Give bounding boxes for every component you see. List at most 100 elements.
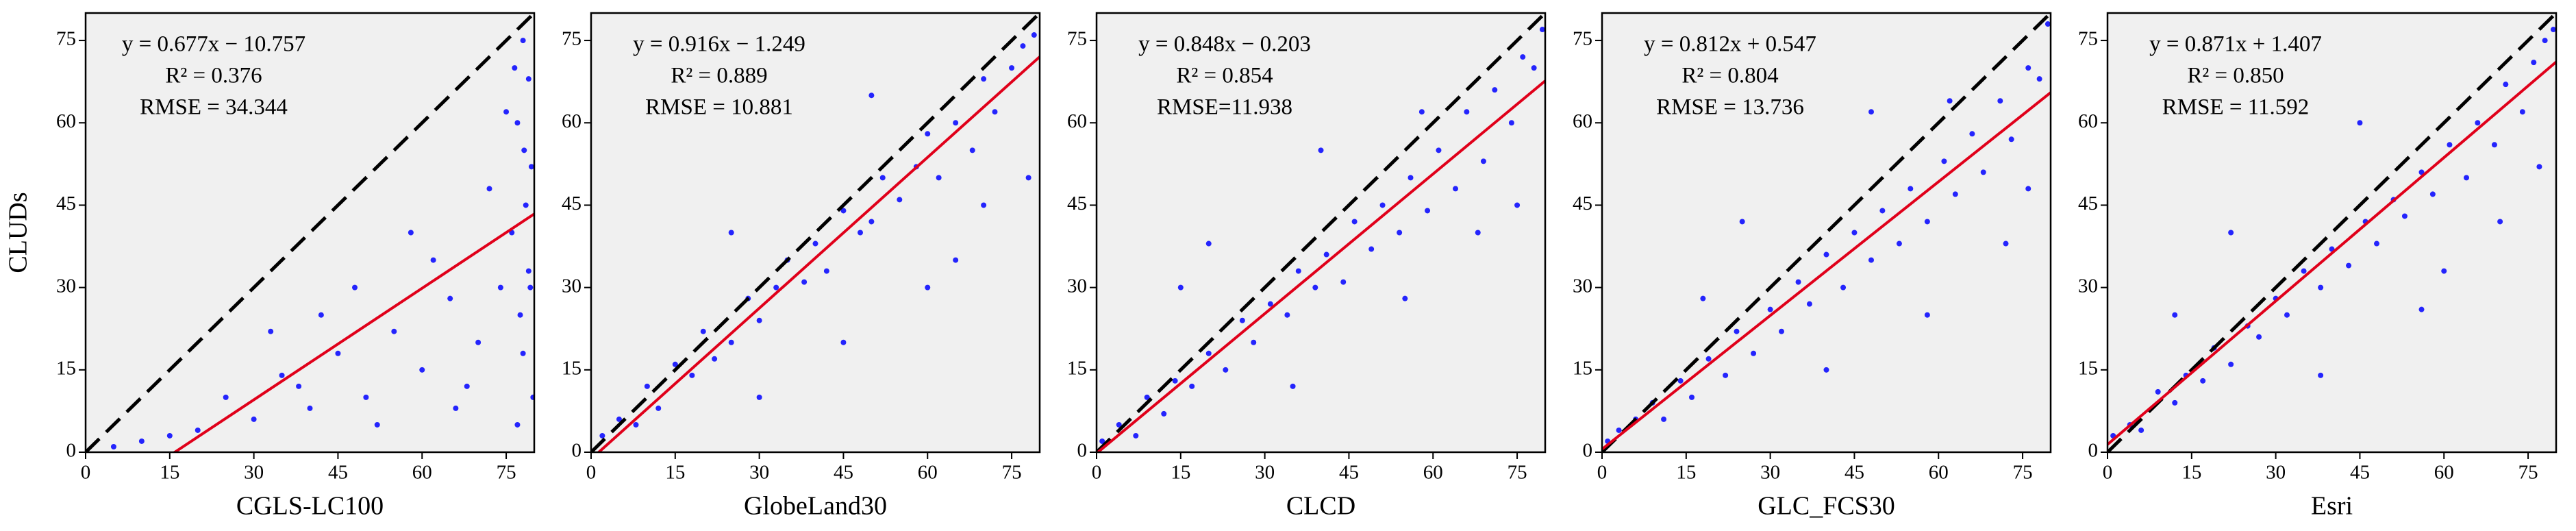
y-tick-label: 30 [2078, 275, 2098, 297]
point [1239, 317, 1245, 323]
annotation: RMSE=11.938 [1157, 95, 1292, 120]
point [1661, 416, 1667, 422]
point [430, 257, 436, 263]
plot-frame [2106, 12, 2558, 454]
point [1823, 251, 1829, 258]
x-tick-label: 0 [1597, 462, 1608, 484]
x-axis-label: GlobeLand30 [744, 492, 887, 521]
x-tick-label: 30 [244, 462, 264, 484]
point [1161, 410, 1167, 417]
point [1868, 257, 1874, 263]
point [2172, 312, 2178, 318]
point [981, 76, 987, 82]
point [138, 438, 145, 444]
x-tick-label: 75 [1508, 462, 1527, 484]
x-tick-label: 15 [2181, 462, 2201, 484]
fit-line [1097, 79, 1545, 452]
point [644, 383, 650, 389]
point [1116, 421, 1122, 428]
x-tick-label: 75 [497, 462, 516, 484]
y-tick-label: 0 [1077, 440, 1088, 462]
point [514, 120, 521, 126]
x-tick-label: 0 [586, 462, 597, 484]
x-tick-label: 15 [1676, 462, 1696, 484]
x-tick-label: 30 [1255, 462, 1275, 484]
point [1677, 378, 1684, 384]
point [374, 421, 380, 428]
identity-line [86, 13, 534, 452]
y-tick-label: 45 [1573, 193, 1592, 214]
point [2008, 136, 2014, 143]
point [981, 202, 987, 208]
annotation: RMSE = 11.592 [2162, 95, 2310, 120]
point [527, 284, 534, 291]
point [1868, 109, 1874, 115]
point [1475, 230, 1481, 236]
point [2418, 169, 2425, 175]
point [514, 421, 521, 428]
point [689, 372, 695, 378]
point [166, 432, 173, 439]
point [1806, 301, 1812, 307]
point [1767, 306, 1773, 312]
point [2464, 175, 2469, 181]
y-tick-label: 45 [2078, 193, 2098, 214]
point [925, 131, 931, 137]
point [953, 257, 959, 263]
point [1408, 175, 1414, 181]
point [453, 405, 459, 411]
y-tick-label: 60 [56, 110, 76, 132]
point [868, 92, 875, 99]
y-tick-label: 0 [66, 440, 77, 462]
x-tick-label: 15 [1171, 462, 1190, 484]
point [879, 175, 886, 181]
point [616, 416, 622, 422]
point [712, 356, 718, 362]
panel: 0 15 30 45 60 75 0 15 30 45 60 75 y = 0.871x + 1.407… [2078, 12, 2558, 521]
point [2542, 38, 2548, 44]
point [335, 350, 341, 356]
point [2318, 284, 2324, 291]
y-axis-label: CLUDs [4, 192, 33, 273]
point [2429, 191, 2436, 197]
point [318, 312, 324, 318]
point [497, 284, 503, 291]
point [1739, 219, 1745, 225]
x-tick-label: 0 [2103, 462, 2113, 484]
annotation: y = 0.848x − 0.203 [1138, 32, 1311, 57]
identity-line [1602, 13, 2051, 452]
panel: 0 15 30 45 60 75 0 15 30 45 60 75 y = 0.848x − 0.203… [1067, 12, 1547, 521]
point [655, 405, 662, 411]
x-tick-label: 75 [2013, 462, 2033, 484]
y-tick-label: 45 [562, 193, 582, 214]
point [1924, 312, 1930, 318]
point [2284, 312, 2290, 318]
point [530, 394, 534, 400]
point [2497, 219, 2503, 225]
point [1397, 230, 1403, 236]
point [2447, 142, 2453, 148]
point [1284, 312, 1290, 318]
point [1723, 372, 1729, 378]
point [2228, 230, 2234, 236]
point [1351, 219, 1358, 225]
point [2519, 109, 2525, 115]
point [700, 328, 706, 334]
point [419, 367, 425, 373]
point [2138, 427, 2144, 433]
point [773, 284, 779, 291]
plot-content [1097, 13, 1545, 452]
point [1751, 350, 1757, 356]
point [1851, 230, 1858, 236]
x-tick-label: 60 [2434, 462, 2454, 484]
x-tick-label: 75 [2518, 462, 2538, 484]
plot-frame [590, 12, 1041, 454]
point [2318, 372, 2324, 378]
y-tick-label: 30 [56, 275, 76, 297]
point [953, 120, 959, 126]
point [1340, 279, 1347, 285]
y-tick-label: 75 [1573, 28, 1592, 50]
point [352, 284, 358, 291]
x-axis-label: Esri [2311, 492, 2353, 521]
